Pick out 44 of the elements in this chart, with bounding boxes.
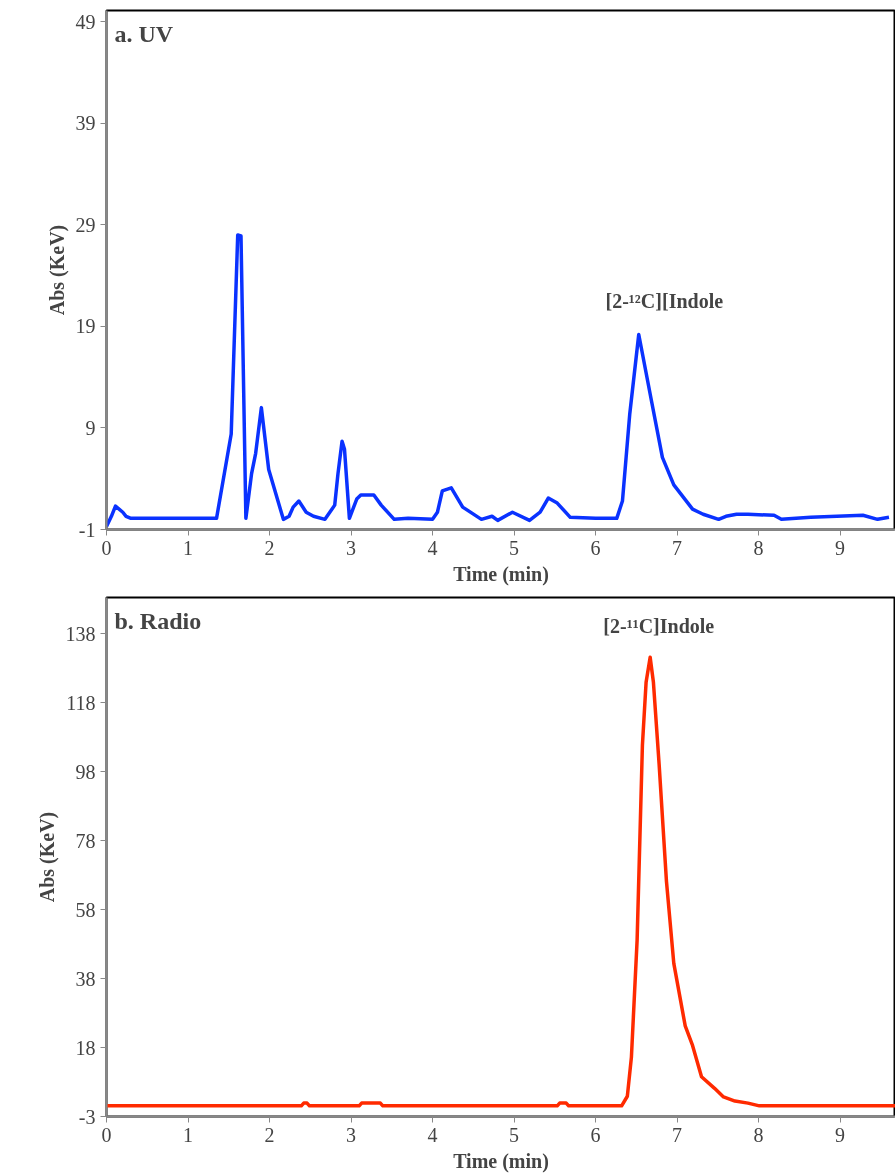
y-tick-label: 98 bbox=[75, 760, 96, 783]
x-tick-label: 7 bbox=[672, 1123, 683, 1146]
x-tick-label: 9 bbox=[835, 1123, 846, 1146]
y-tick-label: 29 bbox=[75, 213, 96, 236]
y-tick-label: 39 bbox=[75, 112, 96, 135]
line-series bbox=[106, 655, 895, 1108]
chart-title: a. UV bbox=[114, 20, 174, 47]
x-tick-label: 1 bbox=[183, 536, 194, 559]
y-axis-title: Abs (KeV) bbox=[35, 811, 59, 903]
x-tick-label: 9 bbox=[835, 536, 846, 559]
x-tick-label: 8 bbox=[753, 536, 764, 559]
y-tick-label: 138 bbox=[65, 622, 96, 645]
y-axis-title: Abs (KeV) bbox=[45, 224, 69, 316]
y-tick-label: -1 bbox=[78, 518, 96, 541]
x-tick-label: 4 bbox=[427, 536, 438, 559]
x-tick-label: 4 bbox=[427, 1123, 438, 1146]
annotation: [2-¹²C][Indole bbox=[605, 290, 724, 313]
x-tick-label: 6 bbox=[590, 1123, 601, 1146]
x-tick-label: 2 bbox=[264, 536, 275, 559]
y-tick-label: 49 bbox=[75, 10, 96, 33]
y-tick-label: -3 bbox=[78, 1105, 96, 1128]
x-tick-label: 8 bbox=[753, 1123, 764, 1146]
y-tick-label: 118 bbox=[66, 691, 96, 714]
x-tick-label: 6 bbox=[590, 536, 601, 559]
y-tick-label: 78 bbox=[75, 829, 96, 852]
chart-title: b. Radio bbox=[114, 607, 202, 634]
x-axis-title: Time (min) bbox=[453, 1149, 549, 1173]
y-tick-label: 38 bbox=[75, 967, 96, 990]
y-tick-label: 58 bbox=[75, 898, 96, 921]
y-tick-label: 19 bbox=[75, 315, 96, 338]
y-tick-label: 18 bbox=[75, 1036, 96, 1059]
x-tick-label: 3 bbox=[346, 536, 357, 559]
x-axis-title: Time (min) bbox=[453, 562, 549, 586]
x-tick-label: 3 bbox=[346, 1123, 357, 1146]
y-tick-label: 9 bbox=[85, 416, 96, 439]
x-tick-label: 5 bbox=[509, 536, 520, 559]
x-tick-label: 5 bbox=[509, 1123, 520, 1146]
x-tick-label: 0 bbox=[101, 1123, 112, 1146]
x-tick-label: 7 bbox=[672, 536, 683, 559]
x-tick-label: 2 bbox=[264, 1123, 275, 1146]
line-series bbox=[106, 233, 891, 529]
annotation: [2-¹¹C]Indole bbox=[603, 615, 715, 638]
x-tick-label: 1 bbox=[183, 1123, 194, 1146]
x-tick-label: 0 bbox=[101, 536, 112, 559]
